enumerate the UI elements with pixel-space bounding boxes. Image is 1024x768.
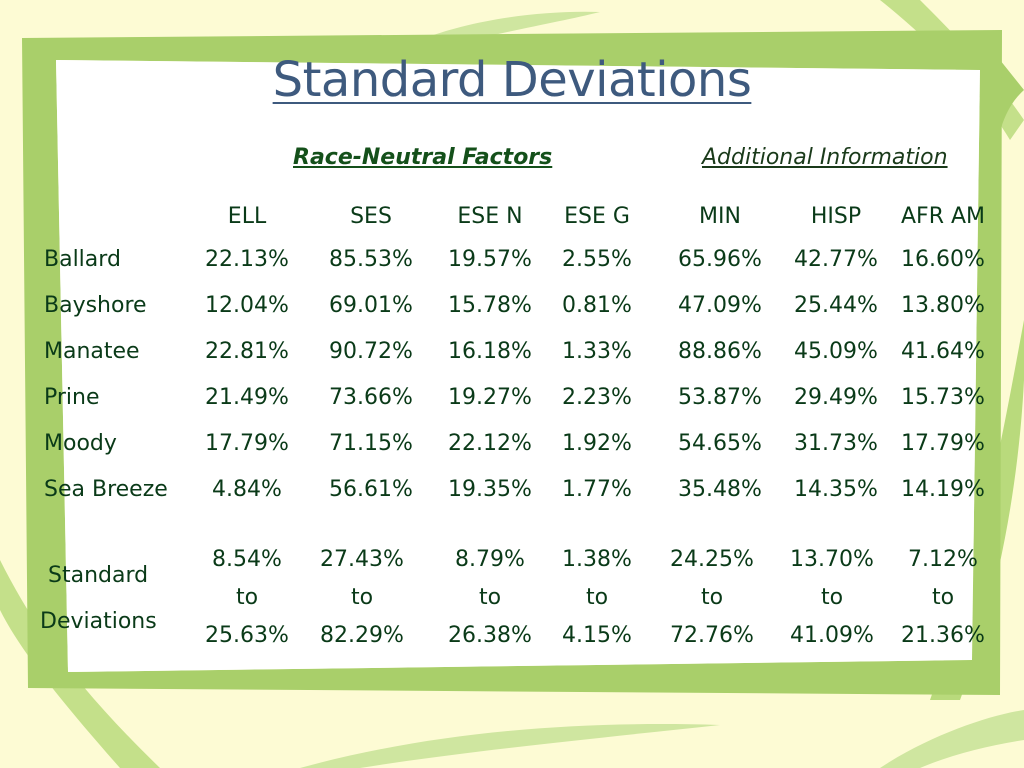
table-cell: 19.27% <box>448 385 532 410</box>
table-cell: 14.35% <box>794 477 878 502</box>
std-range-low: 24.25% <box>670 547 754 572</box>
std-label-line-1: Standard <box>48 563 149 588</box>
table-cell: 14.19% <box>901 477 985 502</box>
table-cell: 35.48% <box>678 477 762 502</box>
std-range-low: 27.43% <box>320 547 404 572</box>
std-range-to: to <box>478 585 502 610</box>
table-cell: 17.79% <box>205 431 289 456</box>
table-cell: 71.15% <box>329 431 413 456</box>
table-cell: 19.35% <box>448 477 532 502</box>
row-label: Moody <box>44 431 117 456</box>
race-neutral-factors-header: Race-Neutral Factors <box>293 145 553 170</box>
table-cell: 53.87% <box>678 385 762 410</box>
std-range-high: 72.76% <box>670 623 754 648</box>
table-cell: 15.73% <box>901 385 985 410</box>
table-cell: 85.53% <box>329 247 413 272</box>
std-range-to: to <box>235 585 259 610</box>
table-cell: 2.23% <box>562 385 632 410</box>
table-cell: 73.66% <box>329 385 413 410</box>
column-header-afr-am: AFR AM <box>900 204 986 229</box>
table-cell: 88.86% <box>678 339 762 364</box>
slide-panel-fill <box>56 60 980 672</box>
table-cell: 25.44% <box>794 293 878 318</box>
leaf-swoosh-bottom-right <box>880 710 1024 768</box>
table-cell: 65.96% <box>678 247 762 272</box>
std-range-high: 82.29% <box>320 623 404 648</box>
column-header-ese-g: ESE G <box>564 204 630 229</box>
table-cell: 69.01% <box>329 293 413 318</box>
table-cell: 4.84% <box>212 477 282 502</box>
table-cell: 19.57% <box>448 247 532 272</box>
table-cell: 29.49% <box>794 385 878 410</box>
row-label: Ballard <box>44 247 121 272</box>
std-range-low: 1.38% <box>562 547 632 572</box>
std-range-low: 13.70% <box>790 547 874 572</box>
std-label-line-2: Deviations <box>40 609 157 634</box>
table-cell: 47.09% <box>678 293 762 318</box>
table-cell: 42.77% <box>794 247 878 272</box>
additional-information-header: Additional Information <box>702 145 948 170</box>
column-header-hisp: HISP <box>810 204 862 229</box>
slide-title: Standard Deviations <box>272 52 752 108</box>
row-label: Manatee <box>44 339 140 364</box>
column-header-min: MIN <box>699 204 741 229</box>
table-cell: 54.65% <box>678 431 762 456</box>
column-header-ses: SES <box>350 204 392 229</box>
table-cell: 90.72% <box>329 339 413 364</box>
table-cell: 45.09% <box>794 339 878 364</box>
row-label: Sea Breeze <box>44 477 168 502</box>
std-range-low: 7.12% <box>908 547 978 572</box>
table-cell: 16.60% <box>901 247 985 272</box>
table-cell: 13.80% <box>901 293 985 318</box>
std-range-to: to <box>820 585 844 610</box>
std-range-to: to <box>350 585 374 610</box>
table-cell: 22.81% <box>205 339 289 364</box>
std-range-high: 4.15% <box>562 623 632 648</box>
table-cell: 0.81% <box>562 293 632 318</box>
table-cell: 41.64% <box>901 339 985 364</box>
leaf-swoosh-bottom <box>300 724 720 768</box>
row-label: Bayshore <box>44 293 147 318</box>
column-header-ese-n: ESE N <box>457 204 523 229</box>
std-range-low: 8.79% <box>455 547 525 572</box>
column-header-ell: ELL <box>227 204 267 229</box>
std-range-to: to <box>700 585 724 610</box>
std-range-high: 21.36% <box>901 623 985 648</box>
table-cell: 22.12% <box>448 431 532 456</box>
table-cell: 21.49% <box>205 385 289 410</box>
table-cell: 1.33% <box>562 339 632 364</box>
table-cell: 56.61% <box>329 477 413 502</box>
row-label: Prine <box>44 385 100 410</box>
table-cell: 2.55% <box>562 247 632 272</box>
std-range-to: to <box>585 585 609 610</box>
table-cell: 22.13% <box>205 247 289 272</box>
std-range-to: to <box>931 585 955 610</box>
std-range-low: 8.54% <box>212 547 282 572</box>
table-cell: 1.92% <box>562 431 632 456</box>
table-cell: 12.04% <box>205 293 289 318</box>
std-range-high: 25.63% <box>205 623 289 648</box>
std-range-high: 41.09% <box>790 623 874 648</box>
table-cell: 1.77% <box>562 477 632 502</box>
std-range-high: 26.38% <box>448 623 532 648</box>
table-cell: 31.73% <box>794 431 878 456</box>
table-cell: 16.18% <box>448 339 532 364</box>
table-cell: 17.79% <box>901 431 985 456</box>
table-cell: 15.78% <box>448 293 532 318</box>
